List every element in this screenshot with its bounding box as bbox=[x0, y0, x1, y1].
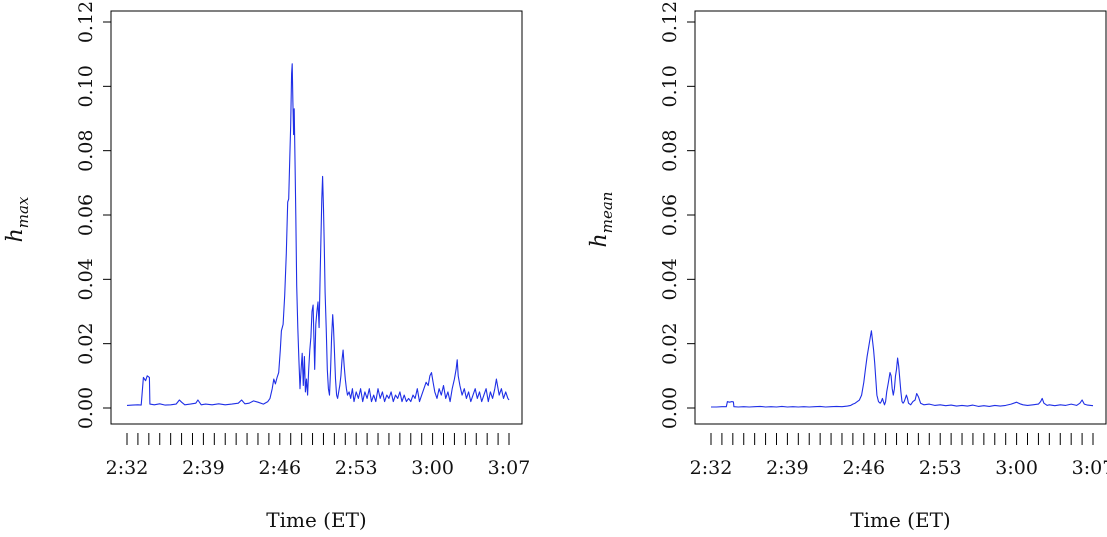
y-tick-label-hmean: 0.10 bbox=[659, 65, 681, 107]
x-axis-title-hmean: Time (ET) bbox=[850, 508, 950, 532]
y-axis-title-sub: max bbox=[14, 196, 32, 228]
x-tick-label-hmax: 2:46 bbox=[258, 457, 301, 479]
x-tick-label-hmean: 3:00 bbox=[995, 457, 1038, 479]
x-tick-label-hmax: 3:00 bbox=[411, 457, 454, 479]
x-tick-label-hmean: 2:46 bbox=[842, 457, 885, 479]
y-tick-label-hmean: 0.12 bbox=[659, 1, 681, 43]
x-tick-label-hmax: 2:39 bbox=[182, 457, 225, 479]
y-tick-label-hmax: 0.06 bbox=[75, 194, 97, 236]
y-tick-label-hmean: 0.06 bbox=[659, 194, 681, 236]
y-tick-label-hmean: 0.00 bbox=[659, 387, 681, 429]
plot-frame-hmax bbox=[110, 10, 523, 425]
y-axis-title-main: h bbox=[3, 228, 28, 242]
y-tick-label-hmax: 0.04 bbox=[75, 258, 97, 300]
x-tick-label-hmean: 2:32 bbox=[690, 457, 733, 479]
y-tick-label-hmax: 0.12 bbox=[75, 1, 97, 43]
y-tick-label-hmean: 0.02 bbox=[659, 323, 681, 365]
y-axis-title-sub: mean bbox=[598, 192, 616, 234]
y-tick-label-hmean: 0.08 bbox=[659, 130, 681, 172]
y-axis-title-hmean: hmean bbox=[587, 192, 616, 248]
y-tick-label-hmax: 0.08 bbox=[75, 130, 97, 172]
x-tick-label-hmax: 2:32 bbox=[106, 457, 149, 479]
plot-frame-hmean bbox=[694, 10, 1107, 425]
x-tick-label-hmean: 2:39 bbox=[766, 457, 809, 479]
x-tick-label-hmax: 3:07 bbox=[488, 457, 531, 479]
y-tick-label-hmax: 0.00 bbox=[75, 387, 97, 429]
panel-hmax: 0.00 0.02 0.04 0.06 0.08 0.10 0.12 2:32 2:39 2:46… bbox=[3, 1, 530, 532]
x-axis-title-hmax: Time (ET) bbox=[266, 508, 366, 532]
y-axis-title-hmax: hmax bbox=[3, 196, 32, 242]
series-line-hmax bbox=[126, 63, 510, 406]
series-line-hmean bbox=[711, 330, 1094, 408]
panel-hmean: 0.00 0.02 0.04 0.06 0.08 0.10 0.12 2:32 2:39 2:46… bbox=[587, 1, 1107, 532]
x-tick-label-hmean: 3:07 bbox=[1072, 457, 1107, 479]
y-tick-label-hmax: 0.02 bbox=[75, 323, 97, 365]
x-tick-label-hmean: 2:53 bbox=[919, 457, 962, 479]
y-tick-label-hmax: 0.10 bbox=[75, 65, 97, 107]
y-axis-title-main: h bbox=[587, 233, 612, 247]
x-tick-label-hmax: 2:53 bbox=[335, 457, 378, 479]
y-tick-label-hmean: 0.04 bbox=[659, 258, 681, 300]
